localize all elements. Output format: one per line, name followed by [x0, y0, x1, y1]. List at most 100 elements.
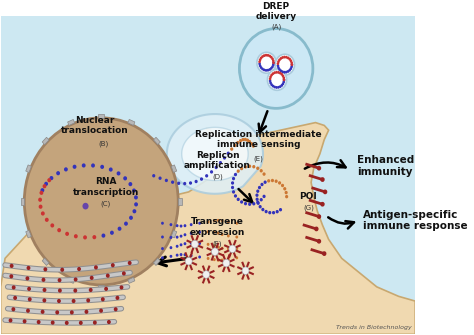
- Circle shape: [47, 178, 51, 182]
- Circle shape: [268, 55, 271, 57]
- Circle shape: [281, 184, 284, 187]
- Circle shape: [227, 234, 230, 238]
- Circle shape: [240, 167, 243, 170]
- Circle shape: [278, 68, 281, 71]
- Circle shape: [283, 56, 286, 59]
- Circle shape: [273, 85, 276, 88]
- Circle shape: [28, 297, 32, 302]
- Circle shape: [77, 267, 81, 271]
- Circle shape: [320, 202, 325, 207]
- Circle shape: [256, 201, 259, 204]
- Circle shape: [198, 256, 201, 259]
- Circle shape: [83, 235, 87, 240]
- Circle shape: [271, 179, 274, 182]
- Circle shape: [213, 244, 216, 247]
- Circle shape: [93, 321, 97, 325]
- Circle shape: [101, 233, 105, 238]
- Circle shape: [270, 67, 273, 70]
- Circle shape: [268, 68, 271, 71]
- Circle shape: [26, 309, 30, 313]
- Circle shape: [9, 274, 13, 278]
- Circle shape: [282, 74, 284, 77]
- Circle shape: [272, 63, 274, 66]
- Text: DREP
delivery: DREP delivery: [255, 2, 297, 21]
- Circle shape: [221, 219, 224, 222]
- Circle shape: [290, 61, 293, 64]
- Circle shape: [260, 66, 263, 69]
- Circle shape: [223, 259, 230, 267]
- Circle shape: [322, 251, 327, 256]
- Circle shape: [273, 71, 276, 74]
- Circle shape: [43, 184, 46, 188]
- Circle shape: [227, 258, 230, 261]
- Circle shape: [278, 58, 281, 61]
- Polygon shape: [42, 137, 49, 145]
- Circle shape: [44, 267, 47, 271]
- Circle shape: [265, 54, 267, 57]
- Circle shape: [183, 224, 186, 227]
- Circle shape: [176, 254, 179, 257]
- Circle shape: [317, 166, 321, 171]
- Circle shape: [49, 176, 54, 180]
- Circle shape: [219, 161, 222, 164]
- Circle shape: [207, 243, 210, 246]
- Circle shape: [277, 62, 279, 65]
- Circle shape: [272, 59, 274, 62]
- Circle shape: [12, 285, 16, 289]
- Circle shape: [207, 220, 210, 223]
- Circle shape: [242, 267, 249, 274]
- Circle shape: [281, 73, 283, 76]
- Text: Antigen-specific
immune response: Antigen-specific immune response: [363, 210, 467, 231]
- Circle shape: [272, 85, 274, 87]
- Circle shape: [180, 253, 182, 256]
- Circle shape: [217, 246, 219, 249]
- Polygon shape: [21, 198, 24, 205]
- Polygon shape: [26, 165, 31, 173]
- Circle shape: [43, 288, 46, 292]
- Circle shape: [277, 60, 280, 63]
- Circle shape: [72, 299, 75, 303]
- Text: Transgene
expression: Transgene expression: [190, 217, 245, 237]
- Circle shape: [232, 190, 235, 194]
- Circle shape: [91, 163, 95, 168]
- Circle shape: [129, 216, 133, 220]
- Circle shape: [282, 82, 284, 85]
- Circle shape: [13, 296, 17, 300]
- Circle shape: [231, 186, 234, 189]
- Circle shape: [176, 245, 179, 248]
- Circle shape: [124, 221, 128, 226]
- Circle shape: [198, 231, 201, 234]
- Circle shape: [272, 61, 275, 64]
- Circle shape: [207, 257, 210, 260]
- Circle shape: [260, 198, 263, 201]
- Circle shape: [27, 266, 30, 270]
- Circle shape: [271, 57, 274, 60]
- Circle shape: [205, 174, 208, 178]
- Circle shape: [223, 156, 226, 159]
- Circle shape: [39, 191, 43, 195]
- Circle shape: [260, 169, 263, 173]
- Circle shape: [244, 138, 247, 141]
- Circle shape: [272, 61, 275, 64]
- Circle shape: [270, 83, 273, 86]
- Circle shape: [283, 187, 286, 191]
- Circle shape: [232, 177, 235, 180]
- Circle shape: [248, 140, 251, 143]
- Circle shape: [106, 274, 109, 278]
- Circle shape: [203, 271, 210, 278]
- Text: Replicon
amplification: Replicon amplification: [184, 151, 251, 170]
- Circle shape: [41, 211, 45, 215]
- Polygon shape: [0, 123, 415, 334]
- Circle shape: [118, 226, 121, 231]
- Text: (A): (A): [271, 24, 281, 30]
- Circle shape: [176, 236, 179, 239]
- Circle shape: [280, 69, 282, 72]
- Circle shape: [317, 214, 321, 219]
- Circle shape: [65, 321, 69, 325]
- Circle shape: [263, 195, 265, 198]
- Polygon shape: [26, 230, 31, 238]
- Circle shape: [279, 85, 282, 88]
- Circle shape: [171, 181, 174, 184]
- Polygon shape: [171, 230, 177, 238]
- Circle shape: [285, 195, 288, 198]
